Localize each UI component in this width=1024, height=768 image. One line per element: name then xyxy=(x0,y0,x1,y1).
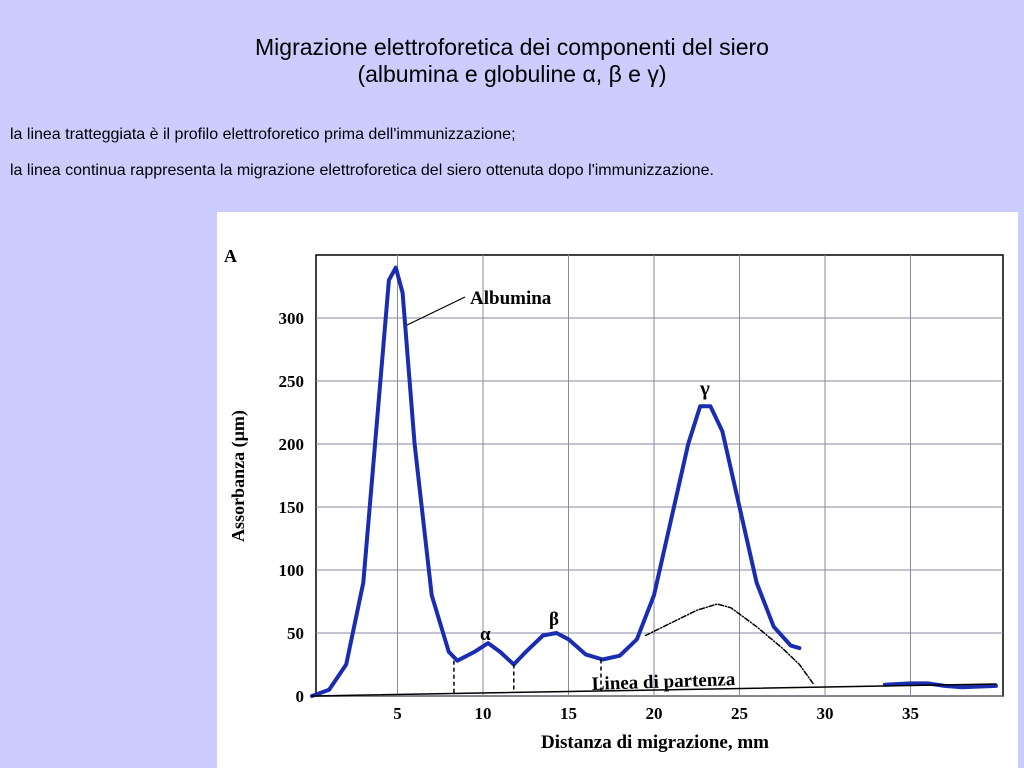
x-tick-label: 25 xyxy=(731,704,748,723)
x-tick-label: 35 xyxy=(902,704,919,723)
note: la linea continua rappresenta la migrazi… xyxy=(10,162,714,179)
x-tick-label: 30 xyxy=(817,704,834,723)
y-tick-label: 0 xyxy=(296,687,305,706)
x-tick-label: 10 xyxy=(475,704,492,723)
y-axis-label: Assorbanza (µm) xyxy=(228,410,249,542)
y-tick-label: 50 xyxy=(287,624,304,643)
y-tick-label: 300 xyxy=(279,309,305,328)
data-line xyxy=(311,683,997,697)
annotation: γ xyxy=(699,376,710,400)
chart: A Distanza di migrazione, mm Assorbanza … xyxy=(224,246,1004,753)
annotation: α xyxy=(480,624,491,645)
x-tick-label: 5 xyxy=(393,704,402,723)
annotation: β xyxy=(549,609,559,630)
y-tick-label: 100 xyxy=(279,561,305,580)
annotation: Albumina xyxy=(470,288,552,309)
grid xyxy=(315,254,1004,697)
note: la linea tratteggiata è il profilo elett… xyxy=(10,126,516,143)
x-axis-label: Distanza di migrazione, mm xyxy=(541,732,769,753)
y-tick-label: 150 xyxy=(279,498,305,517)
y-tick-label: 250 xyxy=(279,372,305,391)
x-tick-label: 20 xyxy=(646,704,663,723)
title-line: (albumina e globuline α, β e γ) xyxy=(357,61,666,87)
leader-line xyxy=(404,296,466,327)
title-line: Migrazione elettroforetica dei component… xyxy=(255,34,769,60)
panel-label: A xyxy=(224,246,237,266)
y-tick-label: 200 xyxy=(279,435,305,454)
x-tick-label: 15 xyxy=(560,704,577,723)
data-line xyxy=(644,603,814,685)
chart-panel xyxy=(217,212,1018,768)
